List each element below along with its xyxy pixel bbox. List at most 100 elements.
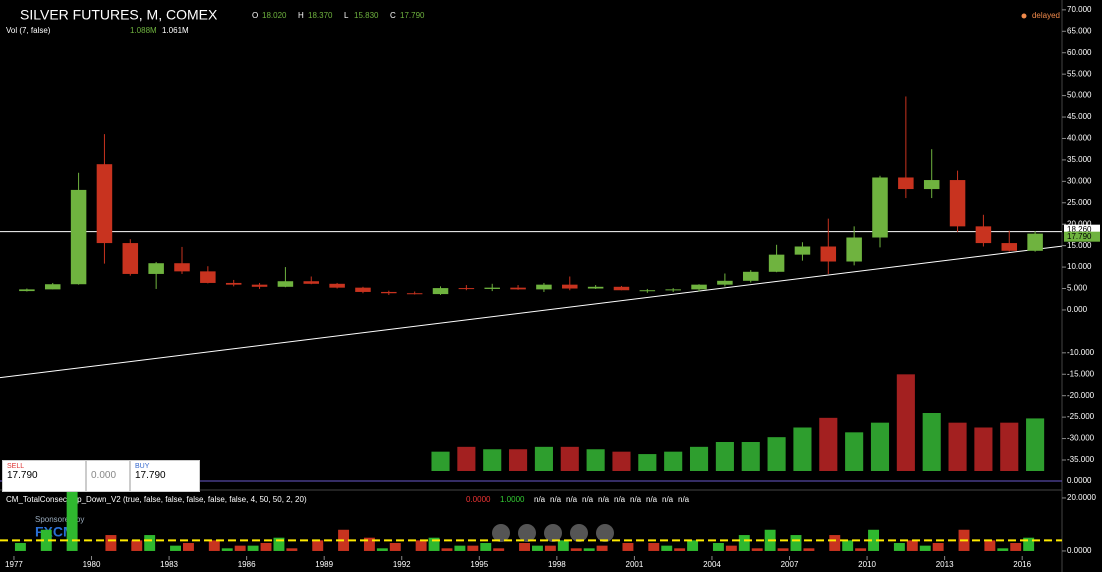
- candle-body: [872, 177, 888, 238]
- candle-body: [355, 287, 371, 292]
- zoom-in[interactable]: [570, 524, 588, 542]
- indicator-bar: [454, 545, 466, 551]
- price-label-box: [1064, 231, 1100, 242]
- ohlc-value: 17.790: [400, 11, 425, 20]
- indicator-bar: [1010, 543, 1022, 551]
- buy-price: 17.790: [135, 470, 166, 481]
- indicator-tick-label: 0.0000: [1067, 546, 1092, 555]
- candle-body: [898, 177, 914, 190]
- volume-bar: [1000, 422, 1019, 471]
- indicator-bar: [428, 537, 440, 551]
- vol-title: Vol (7, false): [6, 26, 51, 35]
- y-tick-label: 5.000: [1067, 284, 1088, 293]
- trendline: [0, 245, 1063, 379]
- indicator-readout: 1.0000: [500, 495, 525, 504]
- buy-box[interactable]: BUY 17.790: [130, 460, 200, 492]
- scroll-left[interactable]: [492, 524, 510, 542]
- indicator-bar: [208, 540, 220, 551]
- candle-body: [329, 283, 345, 288]
- y-tick-label: 55.000: [1067, 69, 1092, 78]
- candle-body: [174, 263, 190, 272]
- x-tick-label: 1983: [160, 560, 178, 569]
- candle-body: [949, 180, 966, 227]
- indicator-readout: n/a: [582, 495, 594, 504]
- indicator-bar: [170, 545, 181, 551]
- indicator-bar: [557, 540, 569, 551]
- reset[interactable]: [544, 524, 562, 542]
- indicator-bar: [583, 548, 595, 551]
- volume-bar: [974, 427, 993, 471]
- indicator-bar: [312, 540, 324, 551]
- candle-body: [691, 284, 707, 290]
- x-tick-label: 2004: [703, 560, 721, 569]
- indicator-readout: n/a: [598, 495, 610, 504]
- indicator-bar: [260, 543, 272, 551]
- zoom-out[interactable]: [518, 524, 536, 542]
- candle-body: [975, 226, 992, 244]
- x-tick-label: 1998: [548, 560, 566, 569]
- indicator-bar: [622, 543, 634, 551]
- candle-body: [742, 271, 759, 281]
- indicator-bar: [234, 545, 246, 551]
- indicator-bar: [182, 543, 194, 551]
- y-tick-label: -20.000: [1067, 391, 1095, 400]
- volume-bar: [664, 451, 683, 471]
- candle-body: [70, 189, 87, 285]
- x-tick-label: 2007: [781, 560, 799, 569]
- indicator-bar: [919, 545, 931, 551]
- indicator-readout: n/a: [550, 495, 562, 504]
- candle-body: [200, 271, 216, 283]
- indicator-bar: [751, 548, 763, 551]
- sell-box[interactable]: SELL 17.790: [2, 460, 86, 492]
- y-tick-label: -35.000: [1067, 455, 1095, 464]
- indicator-bar: [932, 543, 944, 551]
- spread: 0.000: [86, 460, 130, 492]
- y-tick-label: 60.000: [1067, 48, 1092, 57]
- indicator-bar: [415, 540, 427, 551]
- indicator-bar: [997, 548, 1009, 551]
- sell-price: 17.790: [7, 470, 38, 481]
- volume-bar: [793, 427, 812, 471]
- nav-buttons: [492, 524, 614, 542]
- indicator-bar: [441, 548, 453, 551]
- volume-bar: [483, 449, 502, 471]
- delayed: delayed: [1032, 11, 1060, 20]
- candle-body: [1027, 233, 1043, 251]
- x-tick-label: 1995: [470, 560, 488, 569]
- y-tick-label: -10.000: [1067, 348, 1095, 357]
- indicator-bar: [803, 548, 815, 551]
- ohlc-value: 15.830: [354, 11, 379, 20]
- candle-body: [122, 243, 139, 274]
- candle-body: [251, 284, 268, 287]
- x-tick-label: 1989: [315, 560, 333, 569]
- price-label: 17.790: [1067, 232, 1092, 241]
- candle-body: [923, 180, 940, 190]
- x-tick-label: 1977: [5, 560, 23, 569]
- indicator-bar: [712, 543, 724, 551]
- volume-bar: [767, 437, 786, 471]
- candle-body: [587, 286, 604, 289]
- y-tick-label: 70.000: [1067, 5, 1092, 14]
- indicator-bar: [480, 543, 492, 551]
- scroll-right[interactable]: [596, 524, 614, 542]
- x-tick-label: 1980: [83, 560, 101, 569]
- candle-body: [639, 290, 656, 292]
- indicator-readout: n/a: [630, 495, 642, 504]
- candle-body: [381, 291, 397, 294]
- candle-body: [536, 284, 552, 290]
- y-tick-label: 25.000: [1067, 198, 1092, 207]
- trade-panel: SELL 17.790 0.000 BUY 17.790: [2, 460, 242, 492]
- indicator-bar: [738, 535, 750, 551]
- candle-body: [225, 282, 242, 285]
- indicator-bar: [855, 548, 867, 551]
- indicator-bar: [725, 545, 737, 551]
- volume-bar: [689, 446, 709, 471]
- candle-body: [665, 289, 681, 291]
- x-tick-label: 2001: [626, 560, 644, 569]
- indicator-bar: [661, 545, 673, 551]
- vol-value: 1.061M: [162, 26, 189, 35]
- volume-bar: [509, 449, 528, 471]
- indicator-bar: [790, 535, 802, 551]
- indicator-bar: [984, 540, 996, 551]
- candle-body: [432, 288, 449, 295]
